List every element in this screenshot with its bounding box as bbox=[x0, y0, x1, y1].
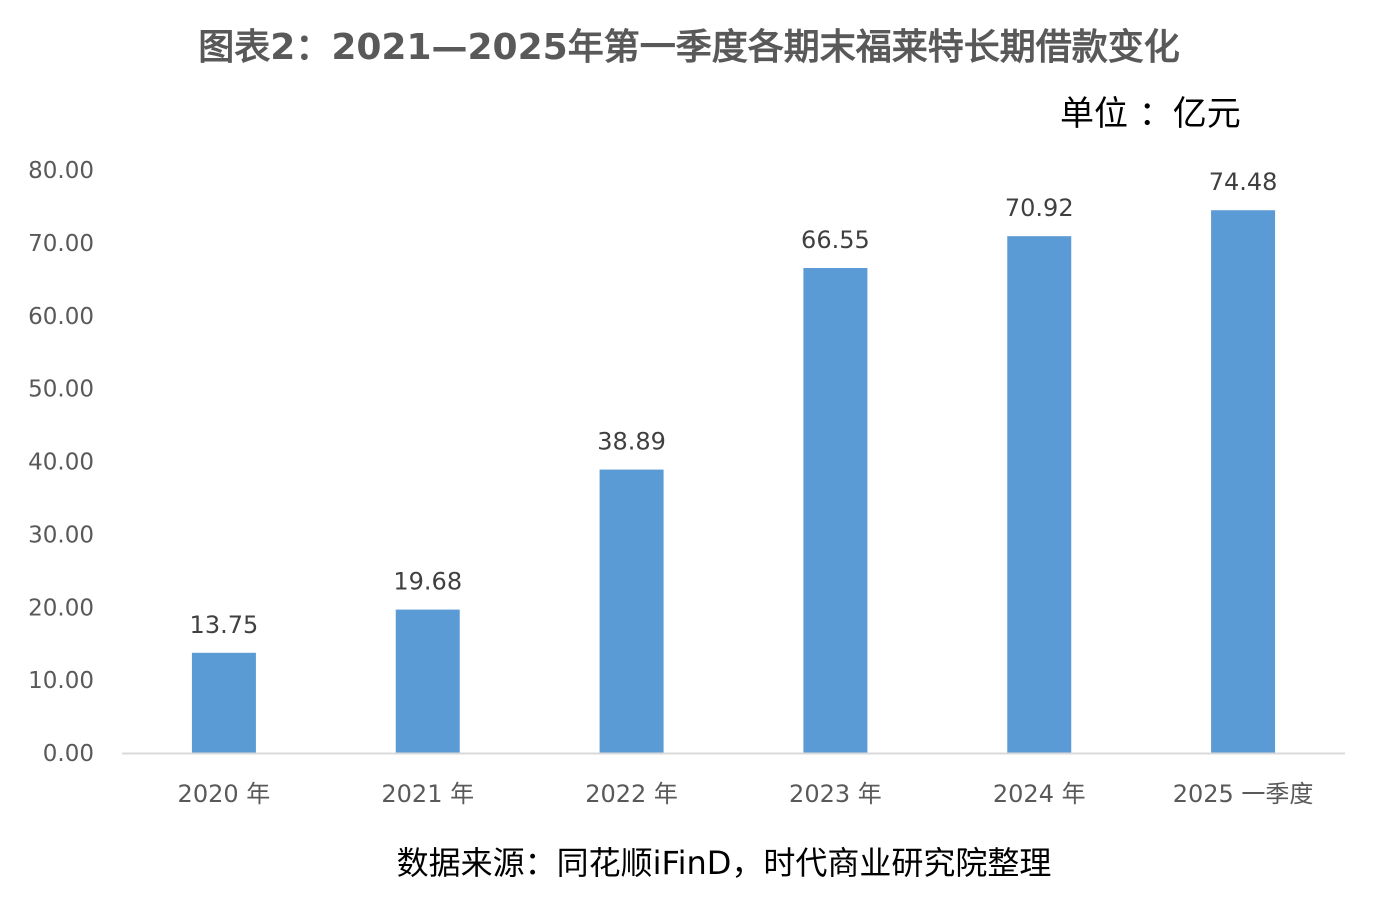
y-tick-label: 60.00 bbox=[28, 304, 94, 330]
data-label: 70.92 bbox=[1005, 194, 1074, 222]
x-category-label: 2021 年 bbox=[381, 780, 474, 808]
x-category-label: 2024 年 bbox=[993, 780, 1086, 808]
bar bbox=[1211, 210, 1276, 754]
data-label: 19.68 bbox=[393, 568, 462, 596]
source-note: 数据来源：同花顺iFinD，时代商业研究院整理 bbox=[396, 844, 1052, 882]
data-label: 74.48 bbox=[1209, 168, 1278, 196]
x-category-label: 2020 年 bbox=[178, 780, 271, 808]
x-category-label: 2022 年 bbox=[585, 780, 678, 808]
chart-title: 图表2：2021—2025年第一季度各期末福莱特长期借款变化 bbox=[198, 27, 1180, 68]
y-tick-label: 30.00 bbox=[28, 522, 94, 548]
bar bbox=[191, 652, 256, 753]
x-category-label: 2025 一季度 bbox=[1173, 780, 1314, 808]
data-label: 38.89 bbox=[597, 428, 666, 456]
y-axis-ticks: 0.00 10.00 20.00 30.00 40.00 50.00 60.00 70.00 8… bbox=[28, 158, 94, 767]
category-labels: 2020 年 2021 年 2022 年 2023 年 2024 年 2025 一季度 bbox=[178, 780, 1314, 808]
y-tick-label: 10.00 bbox=[28, 668, 94, 694]
unit-label: 单位 ：亿元 bbox=[1060, 94, 1241, 134]
bar bbox=[803, 268, 868, 753]
bar bbox=[1007, 236, 1072, 753]
y-tick-label: 70.00 bbox=[28, 231, 94, 257]
bars bbox=[191, 210, 1276, 754]
y-tick-label: 50.00 bbox=[28, 377, 94, 403]
x-category-label: 2023 年 bbox=[789, 780, 882, 808]
y-tick-label: 80.00 bbox=[28, 158, 94, 184]
bar bbox=[599, 469, 664, 753]
data-label: 13.75 bbox=[190, 611, 259, 639]
y-tick-label: 0.00 bbox=[43, 741, 94, 767]
data-labels: 13.75 19.68 38.89 66.55 70.92 74.48 bbox=[190, 168, 1278, 639]
bar bbox=[395, 609, 460, 753]
y-tick-label: 40.00 bbox=[28, 450, 94, 476]
y-tick-label: 20.00 bbox=[28, 595, 94, 621]
data-label: 66.55 bbox=[801, 226, 870, 254]
